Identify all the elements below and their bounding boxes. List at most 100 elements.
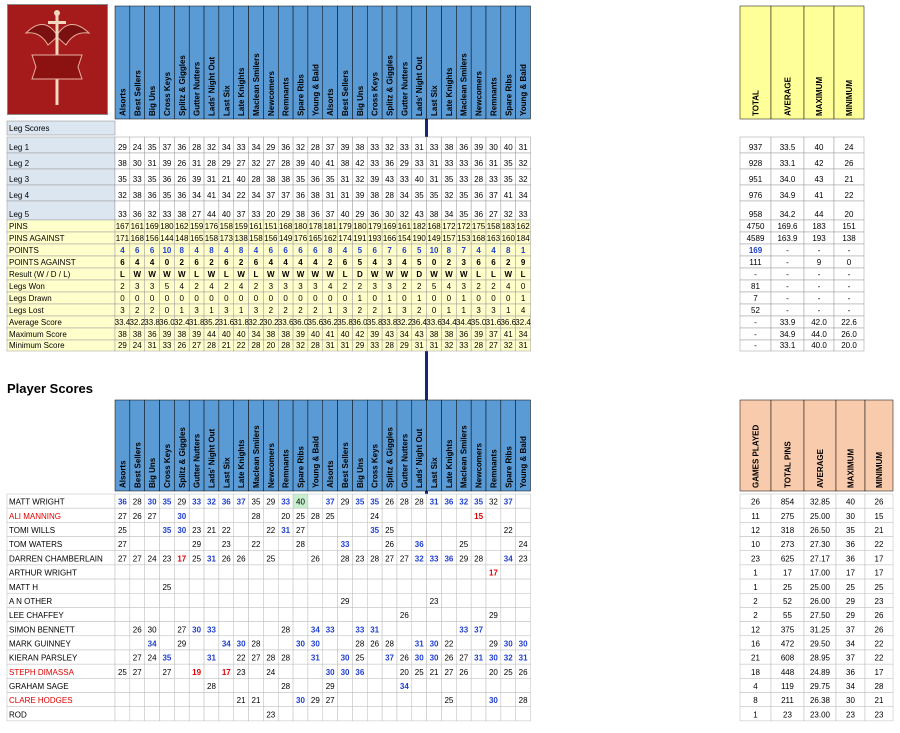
team-cell-value: 38 <box>133 191 142 200</box>
player-cell-value: 30 <box>519 639 528 648</box>
player-cell <box>500 706 516 722</box>
team-cell-value: 163 <box>487 234 501 243</box>
player-cell <box>322 607 338 622</box>
player-cell <box>426 507 442 523</box>
team-cell-value: 3 <box>462 282 467 291</box>
player-cell-value: 31 <box>311 654 320 663</box>
team-summary-header-total <box>739 5 772 120</box>
team-cell-value: 29 <box>355 341 364 350</box>
team-cell-value: 2 <box>328 258 333 267</box>
team-summary-value: 193 <box>812 234 826 243</box>
team-cell-value: 29 <box>355 210 364 219</box>
player-cell <box>248 564 264 580</box>
player-col-header-label-19: Splitz & Giggles <box>386 427 395 488</box>
team-cell-value: 36 <box>311 210 320 219</box>
player-cell <box>277 706 294 722</box>
player-cell-value: 23 <box>355 554 364 563</box>
team-cell-value: 6 <box>224 258 229 267</box>
team-cell-value: 1 <box>387 306 392 315</box>
player-name: A N OTHER <box>9 597 52 606</box>
player-cell <box>426 578 442 594</box>
player-cell-value: 31 <box>207 554 216 563</box>
player-cell-value: 26 <box>385 540 394 549</box>
player-cell-value: 27 <box>459 654 468 663</box>
player-cell <box>367 593 383 608</box>
player-table: Alsorts Best Sellers Big Uns Cross Keys Spli… <box>6 399 894 722</box>
team-cell-value: 3 <box>387 258 392 267</box>
team-cell-value: 27 <box>266 159 275 168</box>
player-cell <box>218 578 234 594</box>
team-cell-value: 4 <box>521 306 526 315</box>
player-cell-value: 34 <box>148 639 157 648</box>
team-cell-value: 28 <box>474 341 483 350</box>
player-cell-value: 23 <box>266 710 275 719</box>
team-cell-value: 2 <box>120 282 125 291</box>
player-cell-value: 31 <box>207 654 216 663</box>
player-cell <box>218 706 234 722</box>
player-summary-value: 273 <box>781 540 795 549</box>
player-cell-value: 21 <box>207 526 216 535</box>
player-cell-value: 29 <box>459 554 468 563</box>
player-cell-value: 28 <box>474 554 483 563</box>
player-cell <box>114 692 131 707</box>
team-summary-value: 43 <box>815 175 824 184</box>
team-cell-value: 30 <box>133 159 142 168</box>
team-cell-value: 28 <box>385 341 394 350</box>
player-cell <box>307 663 324 679</box>
player-cell <box>515 578 531 594</box>
player-cell <box>485 621 502 637</box>
player-col-header-label-14: Young & Bald <box>311 436 320 488</box>
player-summary-value: 21 <box>875 696 884 705</box>
team-cell-value: 33 <box>459 175 468 184</box>
player-cell-value: 32 <box>459 498 468 507</box>
player-summary-value: 23 <box>783 710 792 719</box>
player-cell <box>426 692 442 707</box>
player-cell <box>485 678 502 693</box>
team-cell-value: 21 <box>222 175 231 184</box>
team-cell-value: 37 <box>237 210 246 219</box>
player-cell-value: 22 <box>222 526 231 535</box>
player-cell-value: 37 <box>385 654 394 663</box>
player-summary-value: 52 <box>783 597 792 606</box>
team-cell-value: 34.4 <box>456 318 472 327</box>
player-cell-value: 33 <box>207 625 216 634</box>
team-summary-value: - <box>754 270 757 279</box>
team-cell-value: 34 <box>519 191 528 200</box>
player-cell-value: 28 <box>252 639 261 648</box>
player-cell <box>396 536 413 551</box>
team-cell-value: 0 <box>239 294 244 303</box>
team-cell-value: L <box>343 270 348 279</box>
player-cell-value: 20 <box>281 512 290 521</box>
team-cell-value: 172 <box>457 222 471 231</box>
player-cell <box>470 635 487 651</box>
player-summary-value: 29.75 <box>810 682 831 691</box>
team-cell-value: 2 <box>372 306 377 315</box>
team-cell-value: 36 <box>459 143 468 152</box>
team-cell-value: 175 <box>472 222 486 231</box>
team-cell-value: 32 <box>400 210 409 219</box>
player-cell <box>144 522 160 537</box>
leg-scores-label-cell <box>6 120 116 136</box>
team-cell-value: 28 <box>311 143 320 152</box>
team-cell-value: 1 <box>387 294 392 303</box>
player-cell <box>144 692 160 707</box>
team-cell-value: 41 <box>504 330 513 339</box>
team-summary-value: 40.0 <box>811 341 827 350</box>
team-cell-value: 35 <box>118 175 127 184</box>
player-cell <box>218 692 234 707</box>
team-cell-value: 0 <box>432 306 437 315</box>
player-summary-value: 34 <box>846 639 855 648</box>
player-cell-value: 35 <box>370 498 379 507</box>
team-cell-value: 34 <box>400 191 409 200</box>
player-summary-header-total-pins <box>770 399 805 492</box>
team-cell-value: 6 <box>343 258 348 267</box>
team-cell-value: 2 <box>135 306 140 315</box>
team-cell-value: 32 <box>355 175 364 184</box>
player-cell <box>411 522 427 537</box>
player-summary-cell <box>864 706 894 722</box>
player-cell <box>381 678 398 693</box>
player-col-header-28 <box>515 399 531 492</box>
player-cell-value: 29 <box>489 639 498 648</box>
player-col-header-label-5: Splitz & Giggles <box>178 427 187 488</box>
player-col-header-label-21: Lads' Night Out <box>415 428 424 488</box>
